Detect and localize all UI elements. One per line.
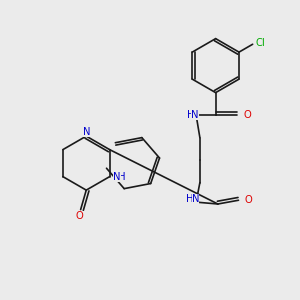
Text: H: H [186, 194, 194, 204]
Text: N: N [83, 127, 91, 136]
Text: O: O [244, 195, 252, 205]
Text: H: H [118, 172, 125, 182]
Text: N: N [192, 194, 199, 204]
Text: H: H [187, 110, 194, 120]
Text: N: N [191, 110, 199, 120]
Text: Cl: Cl [255, 38, 265, 48]
Text: O: O [243, 110, 251, 120]
Text: O: O [76, 211, 84, 221]
Text: N: N [113, 172, 121, 182]
